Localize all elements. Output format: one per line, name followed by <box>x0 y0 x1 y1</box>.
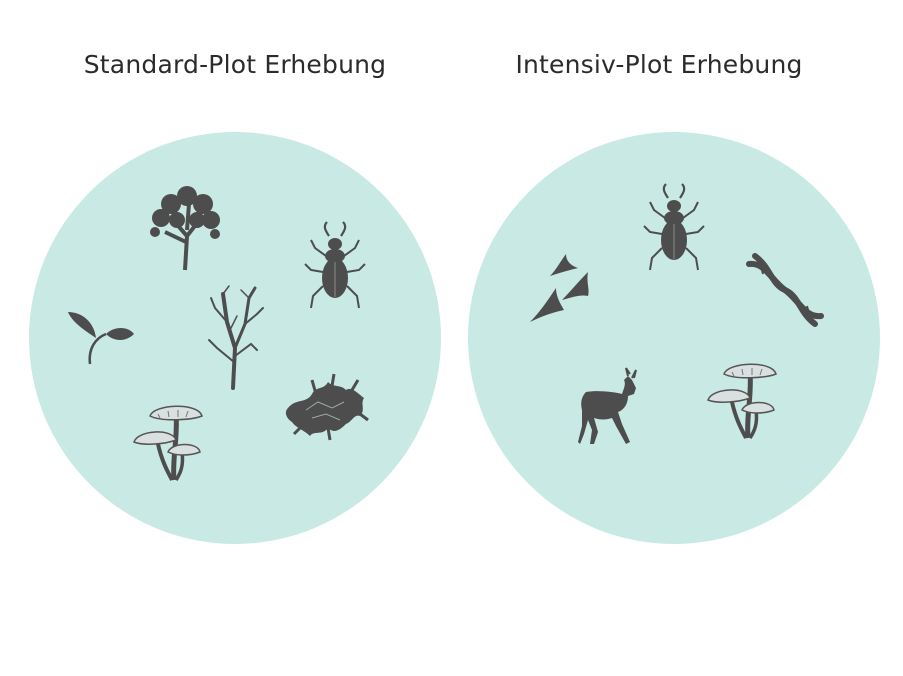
seedling-icon <box>68 312 134 365</box>
tree-icon <box>150 186 220 271</box>
lichen-icon <box>285 373 369 441</box>
intensive-plot-title: Intensiv-Plot Erhebung <box>515 50 803 79</box>
deer-icon <box>578 367 637 444</box>
lichen-texture <box>305 401 345 421</box>
dna-icon <box>746 253 824 327</box>
standard-plot-circle <box>29 132 441 544</box>
shrub-icon <box>208 285 264 390</box>
standard-plot-title: Standard-Plot Erhebung <box>83 50 387 79</box>
birds-icon <box>530 254 589 322</box>
intensive-plot-circle <box>468 132 880 544</box>
